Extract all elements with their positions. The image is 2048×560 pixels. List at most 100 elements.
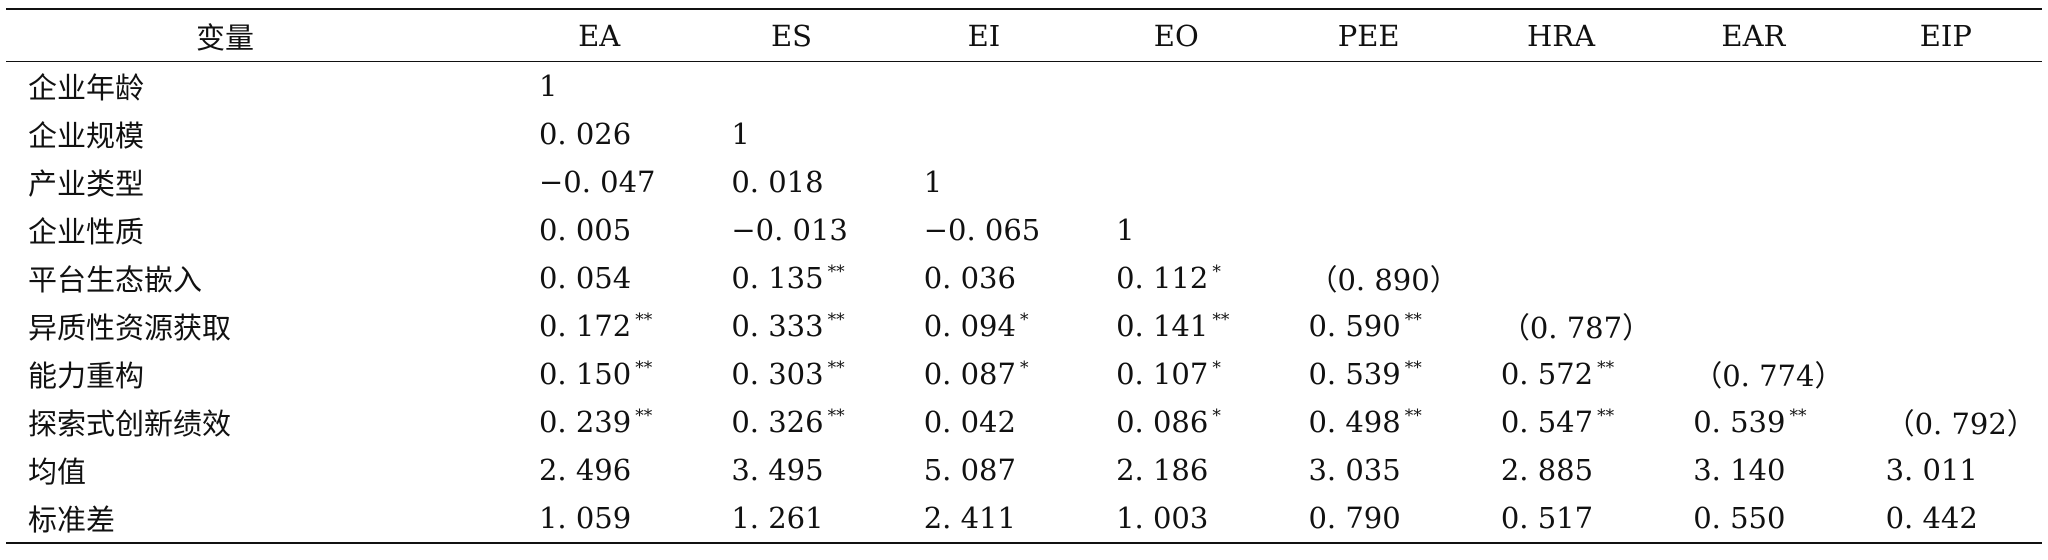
table-cell: 5. 087 [888, 446, 1080, 494]
cell-value: 0. 498 [1308, 405, 1401, 439]
table-cell [1850, 158, 2042, 206]
table-cell: 0. 572 ** [1465, 350, 1657, 398]
significance-mark: ** [1597, 406, 1615, 426]
cell-value: −0. 047 [538, 165, 656, 199]
table-cell [1272, 62, 1464, 111]
header-col-ear: EAR [1721, 18, 1786, 53]
table-cell [1850, 206, 2042, 254]
cell-value: 0. 572 [1500, 357, 1594, 391]
table-cell: 3. 140 [1657, 446, 1849, 494]
cell-value: 2. 411 [923, 501, 1016, 535]
cell-value: 0. 054 [538, 261, 632, 295]
cell-value: 0. 135 [731, 261, 824, 295]
table-cell: 0. 172 ** [503, 302, 695, 350]
table-cell: 0. 005 [503, 206, 695, 254]
significance-mark: * [1019, 358, 1029, 378]
table-cell: 1. 003 [1080, 494, 1272, 543]
cell-value: 0. 107 [1116, 357, 1209, 391]
table-cell: 1 [695, 110, 887, 158]
table-cell: 0. 042 [888, 398, 1080, 446]
table-cell [1080, 62, 1272, 111]
significance-mark: ** [1404, 406, 1422, 426]
cell-value: 0. 042 [923, 405, 1016, 439]
table-cell [1080, 110, 1272, 158]
table-header-row: 变量 EA ES EI EO PEE HRA EAR EIP [6, 9, 2042, 62]
table-cell [1272, 206, 1464, 254]
table-cell [1465, 158, 1657, 206]
cell-value: 1 [1116, 213, 1135, 247]
cell-value: 1 [923, 165, 943, 199]
cell-value: 1 [731, 117, 750, 151]
table-cell: 3. 035 [1272, 446, 1464, 494]
table-cell [1272, 158, 1464, 206]
cell-value: 0. 790 [1308, 501, 1401, 535]
row-label: 企业年龄 [28, 71, 145, 105]
significance-mark: ** [827, 262, 845, 282]
table-row: 企业规模 0. 026 1 [6, 110, 2042, 158]
row-label: 能力重构 [28, 359, 145, 393]
cell-value: 1 [538, 69, 558, 103]
significance-mark: ** [827, 406, 845, 426]
table-cell [888, 110, 1080, 158]
table-cell [1850, 62, 2042, 111]
cell-value: 0. 036 [923, 261, 1016, 295]
table-cell: 0. 333 ** [695, 302, 887, 350]
table-cell: 0. 107 * [1080, 350, 1272, 398]
table-cell: （0. 890） [1272, 254, 1464, 302]
cell-value: （0. 787） [1500, 311, 1652, 345]
table-cell [1657, 110, 1849, 158]
significance-mark: * [1212, 262, 1221, 282]
table-cell: （0. 792） [1850, 398, 2042, 446]
table-cell: −0. 047 [503, 158, 695, 206]
table-cell [695, 62, 887, 111]
table-cell: 0. 326 ** [695, 398, 887, 446]
cell-value: −0. 065 [923, 213, 1041, 247]
cell-value: −0. 013 [731, 213, 848, 247]
table-row: 能力重构 0. 150 ** 0. 303 ** 0. 087 * 0. 107 * 0. 539… [6, 350, 2042, 398]
table-cell: 0. 150 ** [503, 350, 695, 398]
table-cell: 0. 141 ** [1080, 302, 1272, 350]
table-cell: 0. 087 * [888, 350, 1080, 398]
significance-mark: * [1212, 358, 1221, 378]
significance-mark: ** [827, 310, 845, 330]
cell-value: 1. 261 [731, 501, 824, 535]
table-row: 企业性质 0. 005 −0. 013 −0. 065 1 [6, 206, 2042, 254]
table-row: 标准差 1. 059 1. 261 2. 411 1. 003 0. 790 0. 517 0… [6, 494, 2042, 543]
table-body: 企业年龄 1 企业规模 0. 026 1 产业类型 −0. 047 0. 018 1 企业性质 0.… [6, 62, 2042, 543]
table-cell: 0. 303 ** [695, 350, 887, 398]
table-cell: 0. 054 [503, 254, 695, 302]
table-cell: （0. 787） [1465, 302, 1657, 350]
table-cell: 0. 790 [1272, 494, 1464, 543]
row-label: 平台生态嵌入 [28, 263, 203, 297]
table-cell [1657, 206, 1849, 254]
row-label: 企业性质 [28, 215, 145, 249]
table-cell: 0. 094 * [888, 302, 1080, 350]
table-cell: 1. 261 [695, 494, 887, 543]
header-col-es: ES [771, 18, 813, 53]
table-cell: 1 [1080, 206, 1272, 254]
table-cell: 0. 517 [1465, 494, 1657, 543]
cell-value: 5. 087 [923, 453, 1016, 487]
table-cell: 0. 539 ** [1272, 350, 1464, 398]
significance-mark: * [1019, 310, 1029, 330]
cell-value: （0. 792） [1885, 407, 2036, 441]
table-cell [1465, 206, 1657, 254]
table-cell: 2. 411 [888, 494, 1080, 543]
table-row: 异质性资源获取 0. 172 ** 0. 333 ** 0. 094 * 0. 141 ** 0.… [6, 302, 2042, 350]
table-cell: 1 [503, 62, 695, 111]
table-cell: 1. 059 [503, 494, 695, 543]
cell-value: 2. 186 [1116, 453, 1209, 487]
cell-value: （0. 890） [1308, 263, 1459, 297]
table-cell: 2. 885 [1465, 446, 1657, 494]
correlation-table: 变量 EA ES EI EO PEE HRA EAR EIP 企业年龄 1 企业规模… [6, 8, 2042, 544]
table-cell: 1 [888, 158, 1080, 206]
table-cell: 0. 135 ** [695, 254, 887, 302]
table-cell: 0. 036 [888, 254, 1080, 302]
table-row: 平台生态嵌入 0. 054 0. 135 ** 0. 036 0. 112 * （0. 890… [6, 254, 2042, 302]
row-label: 均值 [28, 455, 87, 489]
cell-value: 0. 087 [923, 357, 1016, 391]
cell-value: 3. 035 [1308, 453, 1401, 487]
cell-value: 0. 141 [1116, 309, 1209, 343]
table-cell [1080, 158, 1272, 206]
row-label: 产业类型 [28, 167, 145, 201]
